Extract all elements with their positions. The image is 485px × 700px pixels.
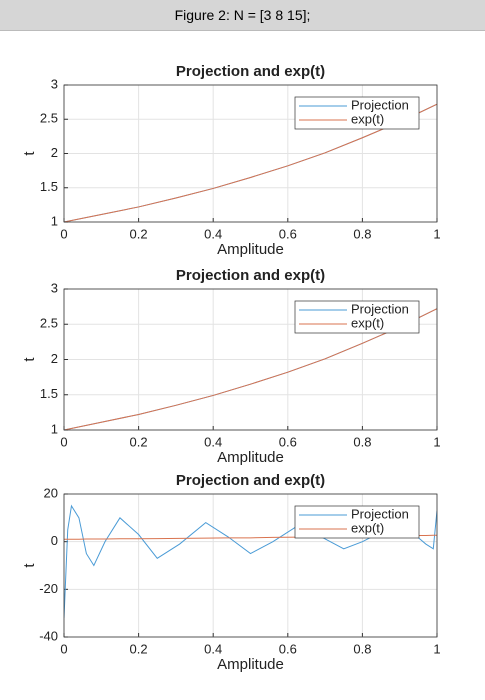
x-tick-label: 0 (60, 641, 67, 656)
y-tick-label: 3 (51, 76, 58, 91)
y-tick-label: -20 (39, 581, 58, 596)
y-tick-label: 20 (44, 485, 58, 500)
legend-box (294, 505, 420, 539)
y-tick-label: 2 (51, 145, 58, 160)
chart-title: Projection and exp(t) (176, 267, 325, 284)
x-tick-label: 1 (433, 641, 440, 656)
axes-box (63, 493, 438, 638)
x-tick-label: 0.6 (279, 641, 297, 656)
x-tick-label: 0.2 (130, 226, 148, 241)
legend-box (294, 300, 420, 334)
window-title: Figure 2: N = [3 8 15]; (0, 0, 485, 31)
legend-label: Projection (351, 506, 409, 521)
x-tick-label: 1 (433, 226, 440, 241)
x-axis-label: Amplitude (217, 449, 284, 466)
y-tick-label: 1.5 (40, 179, 58, 194)
legend-label: exp(t) (351, 520, 384, 535)
y-tick-label: 2 (51, 351, 58, 366)
y-axis-label: t (21, 151, 38, 156)
axes-box (63, 288, 438, 431)
y-axis-label: t (21, 357, 38, 362)
x-axis-label: Amplitude (217, 241, 284, 258)
series-line (64, 308, 437, 430)
x-tick-label: 0.4 (204, 434, 222, 449)
x-tick-label: 0.4 (204, 641, 222, 656)
y-tick-label: 1 (51, 421, 58, 436)
x-tick-label: 1 (433, 434, 440, 449)
y-tick-label: 0 (51, 533, 58, 548)
x-tick-label: 0.4 (204, 226, 222, 241)
y-axis-label: t (21, 563, 38, 568)
x-tick-label: 0.2 (130, 641, 148, 656)
y-tick-label: 3 (51, 280, 58, 295)
legend-label: exp(t) (351, 111, 384, 126)
y-tick-label: 1.5 (40, 386, 58, 401)
y-tick-label: -40 (39, 628, 58, 643)
x-tick-label: 0 (60, 226, 67, 241)
chart-title: Projection and exp(t) (176, 472, 325, 489)
x-tick-label: 0.8 (353, 434, 371, 449)
legend-label: Projection (351, 97, 409, 112)
y-tick-label: 1 (51, 213, 58, 228)
x-tick-label: 0.6 (279, 434, 297, 449)
figure: 0 0.2 0.4 0.6 0.8 1 1 1.5 2 2.5 3 Projection and ex… (21, 63, 441, 673)
axes-box (63, 84, 438, 223)
x-tick-label: 0.6 (279, 226, 297, 241)
x-tick-label: 0.8 (353, 641, 371, 656)
x-tick-label: 0.2 (130, 434, 148, 449)
x-tick-label: 0.8 (353, 226, 371, 241)
x-tick-label: 0 (60, 434, 67, 449)
legend-label: exp(t) (351, 315, 384, 330)
legend-label: Projection (351, 301, 409, 316)
legend-box (294, 96, 420, 130)
chart-title: Projection and exp(t) (176, 63, 325, 80)
series-line (64, 103, 437, 222)
x-axis-label: Amplitude (217, 656, 284, 673)
y-tick-label: 2.5 (40, 316, 58, 331)
y-tick-label: 2.5 (40, 111, 58, 126)
